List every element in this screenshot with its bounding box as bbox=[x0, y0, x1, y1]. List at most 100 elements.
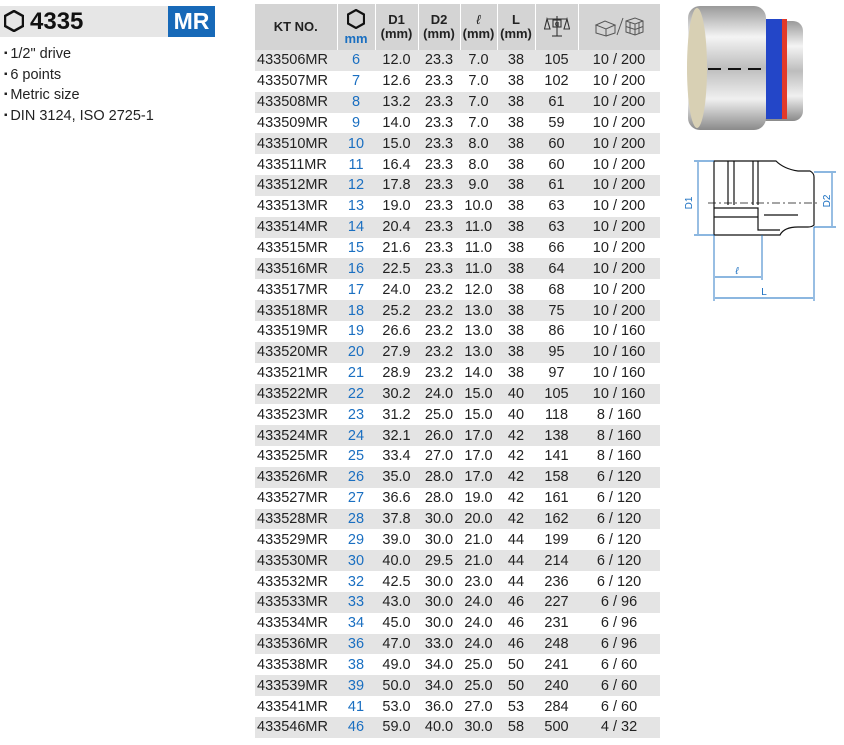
d2-label: D2 bbox=[430, 12, 448, 27]
table-row: 433528MR 28 37.8 30.0 20.0 42 162 6 / 120 bbox=[255, 508, 660, 530]
cell-d2: 23.2 bbox=[424, 281, 454, 298]
length-label: L bbox=[512, 12, 520, 27]
cell-d1: 37.8 bbox=[375, 508, 418, 530]
cell-packaging: 10 / 200 bbox=[592, 114, 646, 131]
cell-l: 24.0 bbox=[464, 615, 493, 632]
cell-d2: 30.0 bbox=[424, 573, 454, 590]
table-row: 433541MR 41 53.0 36.0 27.0 53 284 6 / 60 bbox=[255, 696, 660, 717]
cell-weight: 162 bbox=[535, 508, 578, 530]
cell-weight: 240 bbox=[535, 675, 578, 697]
cell-size: 10 bbox=[337, 133, 375, 155]
cell-weight: 284 bbox=[544, 698, 569, 715]
cell-d1: 22.5 bbox=[375, 258, 418, 280]
cell-packaging: 10 / 200 bbox=[592, 73, 646, 90]
cell-kt-no: 433525MR bbox=[257, 448, 328, 465]
cell-size: 24 bbox=[337, 425, 375, 447]
table-row: 433533MR 33 43.0 30.0 24.0 46 227 6 / 96 bbox=[255, 591, 660, 613]
cell-weight: 66 bbox=[548, 240, 565, 257]
cell-kt-no: 433530MR bbox=[255, 550, 337, 572]
table-row: 433518MR 18 25.2 23.2 13.0 38 75 10 / 200 bbox=[255, 300, 660, 321]
cell-d2: 23.3 bbox=[418, 175, 460, 196]
cell-d1: 28.9 bbox=[382, 365, 411, 382]
table-row: 433523MR 23 31.2 25.0 15.0 40 118 8 / 160 bbox=[255, 404, 660, 425]
cell-kt-no: 433521MR bbox=[257, 365, 328, 382]
table-row: 433513MR 13 19.0 23.3 10.0 38 63 10 / 200 bbox=[255, 196, 660, 217]
cell-weight: 241 bbox=[544, 656, 569, 673]
cell-weight: 248 bbox=[535, 633, 578, 655]
cell-kt-no: 433511MR bbox=[257, 156, 327, 173]
cell-packaging: 10 / 160 bbox=[578, 383, 660, 405]
cell-kt-no: 433508MR bbox=[255, 91, 337, 113]
cell-d2: 36.0 bbox=[424, 698, 454, 715]
cell-kt-no: 433513MR bbox=[257, 198, 328, 215]
cell-d1: 47.0 bbox=[375, 633, 418, 655]
cell-size: 20 bbox=[337, 341, 375, 363]
cell-packaging: 10 / 200 bbox=[578, 300, 660, 321]
cell-packaging: 10 / 200 bbox=[592, 240, 646, 257]
cell-kt-no: 433529MR bbox=[257, 531, 328, 548]
cell-d1: 39.0 bbox=[382, 531, 411, 548]
mm-label: mm bbox=[344, 30, 368, 46]
cell-packaging: 6 / 120 bbox=[596, 573, 642, 590]
cell-size: 21 bbox=[347, 365, 365, 382]
table-row: 433538MR 38 49.0 34.0 25.0 50 241 6 / 60 bbox=[255, 654, 660, 675]
cell-length: 53 bbox=[507, 698, 525, 715]
cell-d1: 33.4 bbox=[382, 448, 411, 465]
cell-l: 25.0 bbox=[460, 675, 497, 697]
cell-kt-no: 433538MR bbox=[257, 656, 328, 673]
cell-l: 21.0 bbox=[460, 550, 497, 572]
cell-length: 38 bbox=[507, 73, 525, 90]
dimension-drawing: D1 D2 ℓ L bbox=[684, 160, 836, 301]
cell-size: 25 bbox=[347, 448, 365, 465]
cell-d2: 28.0 bbox=[418, 466, 460, 488]
cell-size: 46 bbox=[337, 717, 375, 738]
cell-l: 15.0 bbox=[464, 406, 493, 423]
col-weight: g bbox=[534, 4, 578, 50]
cell-length: 38 bbox=[507, 365, 525, 382]
col-l: ℓ (mm) bbox=[459, 4, 497, 50]
cell-packaging: 6 / 120 bbox=[596, 490, 642, 507]
cell-d1: 36.6 bbox=[382, 490, 411, 507]
col-packaging bbox=[577, 4, 660, 50]
cell-length: 42 bbox=[497, 508, 535, 530]
cell-size: 28 bbox=[337, 508, 375, 530]
hexagon-icon bbox=[4, 10, 24, 32]
cell-l: 27.0 bbox=[464, 698, 493, 715]
cell-d1: 20.4 bbox=[375, 216, 418, 238]
cell-size: 41 bbox=[347, 698, 365, 715]
cell-l: 7.0 bbox=[468, 114, 489, 131]
table-row: 433514MR 14 20.4 23.3 11.0 38 63 10 / 200 bbox=[255, 216, 660, 238]
cell-kt-no: 433514MR bbox=[255, 216, 337, 238]
cell-d2: 30.0 bbox=[424, 531, 454, 548]
table-row: 433521MR 21 28.9 23.2 14.0 38 97 10 / 160 bbox=[255, 363, 660, 384]
cell-weight: 138 bbox=[535, 425, 578, 447]
cell-d2: 27.0 bbox=[424, 448, 454, 465]
cell-weight: 97 bbox=[548, 365, 565, 382]
cell-length: 38 bbox=[497, 133, 535, 155]
cell-size: 15 bbox=[347, 240, 365, 257]
cell-d1: 45.0 bbox=[382, 615, 411, 632]
cell-packaging: 8 / 160 bbox=[578, 425, 660, 447]
cell-l: 11.0 bbox=[464, 240, 493, 257]
cell-d1: 35.0 bbox=[375, 466, 418, 488]
table-row: 433516MR 16 22.5 23.3 11.0 38 64 10 / 200 bbox=[255, 258, 660, 280]
cell-d2: 23.3 bbox=[418, 216, 460, 238]
cell-l: 24.0 bbox=[460, 591, 497, 613]
cell-length: 46 bbox=[497, 633, 535, 655]
cell-size: 26 bbox=[337, 466, 375, 488]
cell-size: 13 bbox=[347, 198, 365, 215]
cell-l: 7.0 bbox=[460, 50, 497, 71]
table-row: 433509MR 9 14.0 23.3 7.0 38 59 10 / 200 bbox=[255, 113, 660, 134]
cell-length: 38 bbox=[507, 323, 525, 340]
cell-weight: 61 bbox=[535, 91, 578, 113]
cell-length: 38 bbox=[497, 175, 535, 196]
col-d2: D2 (mm) bbox=[417, 4, 460, 50]
cell-packaging: 4 / 32 bbox=[578, 717, 660, 738]
cell-l: 15.0 bbox=[460, 383, 497, 405]
cell-length: 44 bbox=[507, 531, 525, 548]
cell-weight: 60 bbox=[535, 133, 578, 155]
cell-size: 17 bbox=[347, 281, 365, 298]
cell-weight: 60 bbox=[548, 156, 565, 173]
cell-kt-no: 433516MR bbox=[255, 258, 337, 280]
cell-packaging: 8 / 160 bbox=[596, 448, 642, 465]
